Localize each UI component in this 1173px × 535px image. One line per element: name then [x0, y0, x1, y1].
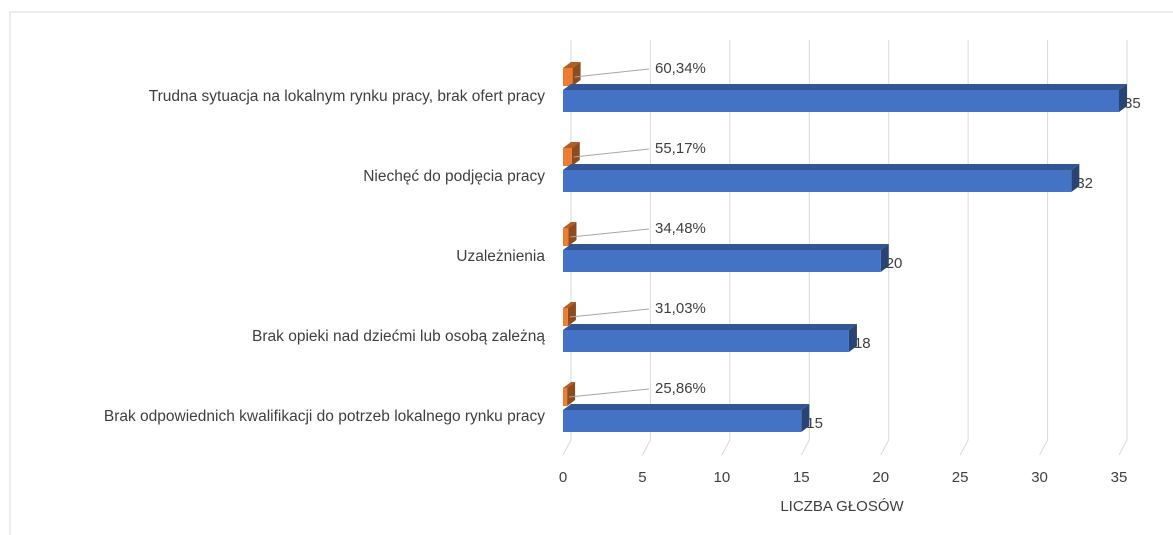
- category-label: Niechęć do podjęcia pracy: [363, 168, 545, 185]
- x-tick-label: 25: [952, 469, 969, 486]
- bar-side: [1119, 84, 1127, 112]
- value-label: 60,34%: [655, 60, 706, 77]
- bar-side: [567, 302, 576, 326]
- x-tick-label: 15: [793, 469, 810, 486]
- bar: [563, 250, 881, 272]
- bar-top: [563, 164, 1080, 170]
- bar: [563, 68, 573, 86]
- bar-top: [563, 244, 889, 250]
- bar: [563, 170, 1072, 192]
- value-label: 32: [1076, 175, 1093, 192]
- bar: [563, 388, 568, 406]
- bar: [563, 308, 568, 326]
- bar-top: [563, 324, 857, 330]
- bar-side: [567, 382, 576, 406]
- bar-side: [571, 142, 580, 166]
- bar: [563, 228, 569, 246]
- grid-line: [1118, 40, 1128, 456]
- value-label: 55,17%: [655, 140, 706, 157]
- bar-side: [880, 244, 889, 272]
- bar-top: [563, 142, 580, 148]
- value-label: 15: [806, 415, 823, 432]
- bar-top: [563, 84, 1127, 90]
- category-label: Uzależnienia: [456, 248, 545, 265]
- value-label: 18: [854, 335, 871, 352]
- category-label: Brak opieki nad dziećmi lub osobą zależn…: [252, 328, 545, 345]
- x-tick-label: 35: [1111, 469, 1128, 486]
- bar-side: [848, 324, 857, 352]
- bar-top: [563, 404, 810, 410]
- x-tick-label: 30: [1031, 469, 1048, 486]
- leader-line: [570, 228, 650, 238]
- bar-top: [563, 302, 576, 308]
- bar-side: [572, 62, 581, 86]
- bar-top: [563, 382, 576, 388]
- value-label: 25,86%: [655, 380, 706, 397]
- bar-top: [563, 62, 581, 68]
- bar: [563, 410, 802, 432]
- x-axis-title: LICZBA GŁOSÓW: [780, 498, 904, 515]
- bar-side: [801, 404, 810, 432]
- bar-side: [1071, 164, 1080, 192]
- value-label: 20: [886, 255, 903, 272]
- bar: [563, 330, 849, 352]
- bar-top: [563, 222, 577, 228]
- category-label: Trudna sytuacja na lokalnym rynku pracy,…: [148, 88, 545, 105]
- value-label: 35: [1124, 95, 1141, 112]
- leader-line: [574, 68, 650, 78]
- x-tick-label: 5: [638, 469, 646, 486]
- category-label: Brak odpowiednich kwalifikacji do potrze…: [103, 408, 545, 425]
- bar: [563, 148, 572, 166]
- x-tick-label: 10: [714, 469, 731, 486]
- x-tick-label: 20: [872, 469, 889, 486]
- leader-line: [569, 388, 650, 398]
- value-label: 34,48%: [655, 220, 706, 237]
- x-tick-label: 0: [559, 469, 567, 486]
- leader-line: [573, 148, 650, 158]
- frame: [9, 11, 1173, 535]
- value-label: 31,03%: [655, 300, 706, 317]
- leader-line: [569, 308, 650, 318]
- bar-side: [568, 222, 577, 246]
- bar: [563, 90, 1119, 112]
